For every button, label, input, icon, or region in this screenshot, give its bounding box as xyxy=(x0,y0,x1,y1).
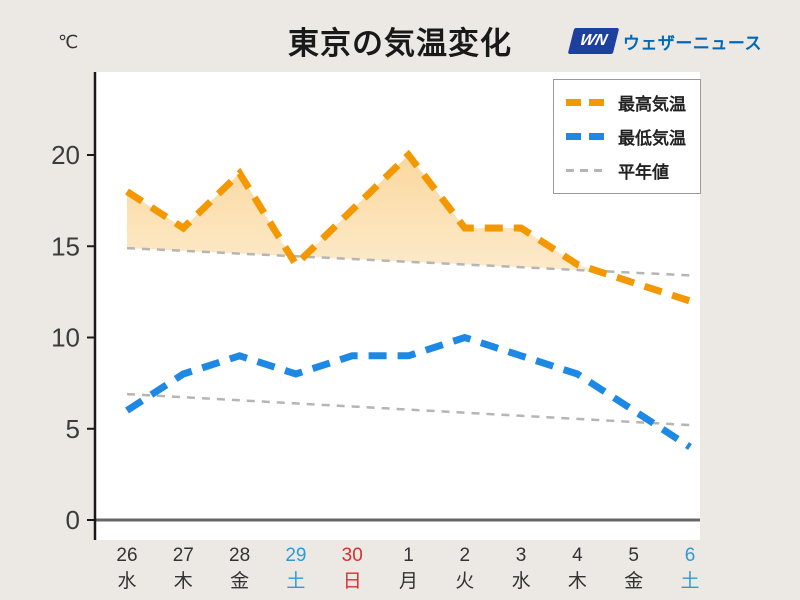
page-title: 東京の気温変化 xyxy=(288,26,512,61)
x-tick-day-label: 26 xyxy=(116,545,137,566)
x-tick-weekday-label: 月 xyxy=(399,571,418,592)
x-tick-day-label: 4 xyxy=(572,545,583,566)
legend-label: 最低気温 xyxy=(618,129,686,148)
x-tick-weekday-label: 水 xyxy=(512,570,531,592)
y-axis-unit-label: ℃ xyxy=(58,32,79,52)
y-tick-label: 5 xyxy=(66,414,80,444)
legend-swatch xyxy=(566,99,608,106)
x-tick-day-label: 29 xyxy=(285,545,306,566)
x-tick-weekday-label: 日 xyxy=(343,571,362,592)
legend-item-min-temp: 最低気温 xyxy=(566,124,686,149)
legend-label: 最高気温 xyxy=(618,95,686,114)
legend-item-max-temp: 最高気温 xyxy=(566,90,686,115)
legend-item-normal: 平年値 xyxy=(566,158,686,183)
y-tick-label: 0 xyxy=(66,505,80,535)
x-tick-day-label: 2 xyxy=(460,545,471,566)
x-tick-day-label: 3 xyxy=(516,545,527,566)
x-tick-weekday-label: 金 xyxy=(230,570,249,592)
chart-legend: 最高気温 最低気温 平年値 xyxy=(553,79,701,194)
y-tick-label: 20 xyxy=(51,140,80,170)
x-tick-weekday-label: 木 xyxy=(174,570,193,592)
y-tick-label: 15 xyxy=(51,231,80,261)
weathernews-logo: WN ウェザーニュース xyxy=(567,28,762,54)
x-tick-day-label: 5 xyxy=(628,545,639,566)
x-tick-day-label: 27 xyxy=(173,545,194,566)
shaded-area xyxy=(127,173,289,256)
legend-swatch xyxy=(566,133,608,140)
y-tick-label: 10 xyxy=(51,323,80,353)
x-tick-weekday-label: 火 xyxy=(455,571,474,592)
normal-low-line xyxy=(126,392,691,427)
wn-logo-icon: WN xyxy=(567,28,620,54)
legend-swatch xyxy=(566,169,608,172)
min-temp-line xyxy=(125,333,692,450)
x-tick-day-label: 28 xyxy=(229,545,250,566)
legend-label: 平年値 xyxy=(618,163,669,182)
x-tick-weekday-label: 土 xyxy=(286,570,305,592)
x-tick-day-label: 1 xyxy=(403,545,414,566)
x-tick-weekday-label: 木 xyxy=(568,570,587,592)
x-tick-day-label: 6 xyxy=(685,545,696,566)
x-tick-day-label: 30 xyxy=(342,545,363,566)
max-temp-line xyxy=(125,149,692,305)
logo-brand-text: ウェザーニュース xyxy=(622,33,762,53)
x-tick-weekday-label: 金 xyxy=(624,570,643,592)
x-tick-weekday-label: 水 xyxy=(117,570,136,592)
x-tick-weekday-label: 土 xyxy=(680,570,699,592)
